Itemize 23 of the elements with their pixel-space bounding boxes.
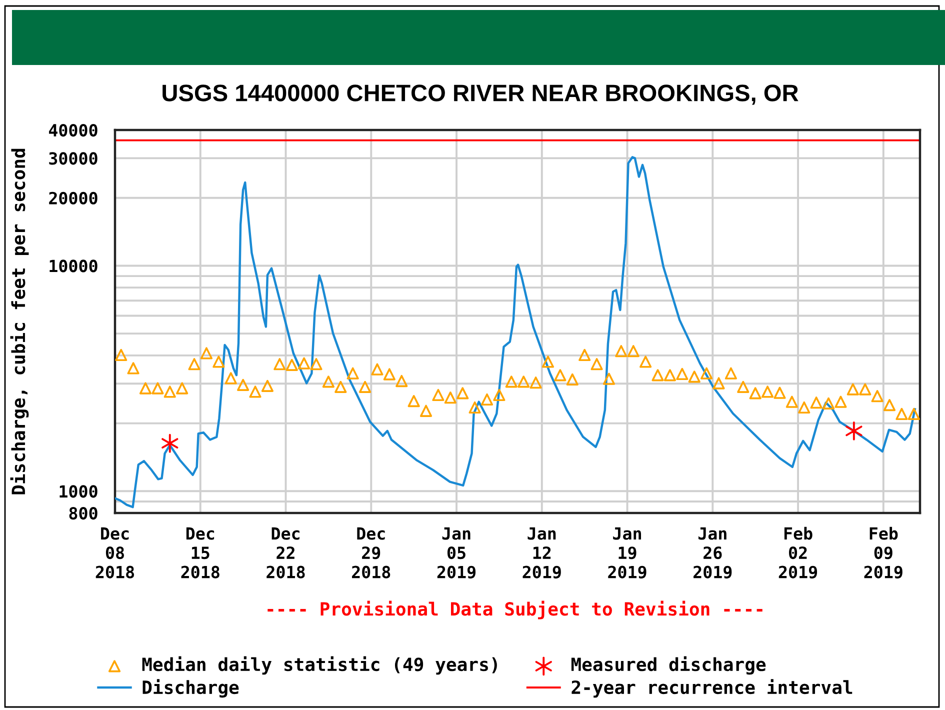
x-tick-label: Dec 22 2018	[266, 527, 305, 578]
y-tick-label: 30000	[49, 152, 98, 165]
x-tick-label: Jan 12 2019	[522, 527, 561, 578]
x-tick-label: Feb 02 2019	[778, 526, 818, 578]
x-tick-label: Dec 08 2018	[96, 527, 134, 578]
x-tick-label: Jan 19 2019	[608, 527, 646, 578]
x-tick-label: Dec 15 2018	[181, 527, 220, 578]
x-tick-label: Dec 29 2018	[352, 527, 390, 578]
y-tick-label: 40000	[48, 124, 98, 137]
legend-label: Discharge	[142, 679, 239, 698]
y-tick-label: 1000	[60, 485, 98, 498]
legend-label: Median daily statistic (49 years)	[142, 656, 497, 675]
y-tick-label: 10000	[50, 260, 98, 272]
y-axis-title: Discharge, cubic feet per second	[10, 148, 29, 494]
text: ---- Provisional Data Subject to Revision ----	[268, 600, 762, 620]
chart-title: USGS 14400000 CHETCO RIVER NEAR BROOKINGS, OR	[162, 84, 798, 105]
legend-label: 2-year recurrence interval	[572, 679, 852, 698]
y-tick-label: 20000	[49, 192, 98, 204]
x-tick-label: Jan 26 2019	[694, 527, 732, 578]
x-tick-label: Jan 05 2019	[437, 527, 476, 578]
y-tick-label: 800	[69, 506, 98, 520]
legend-label: Measured discharge	[571, 656, 766, 675]
x-tick-label: Feb 09 2019	[864, 526, 902, 578]
